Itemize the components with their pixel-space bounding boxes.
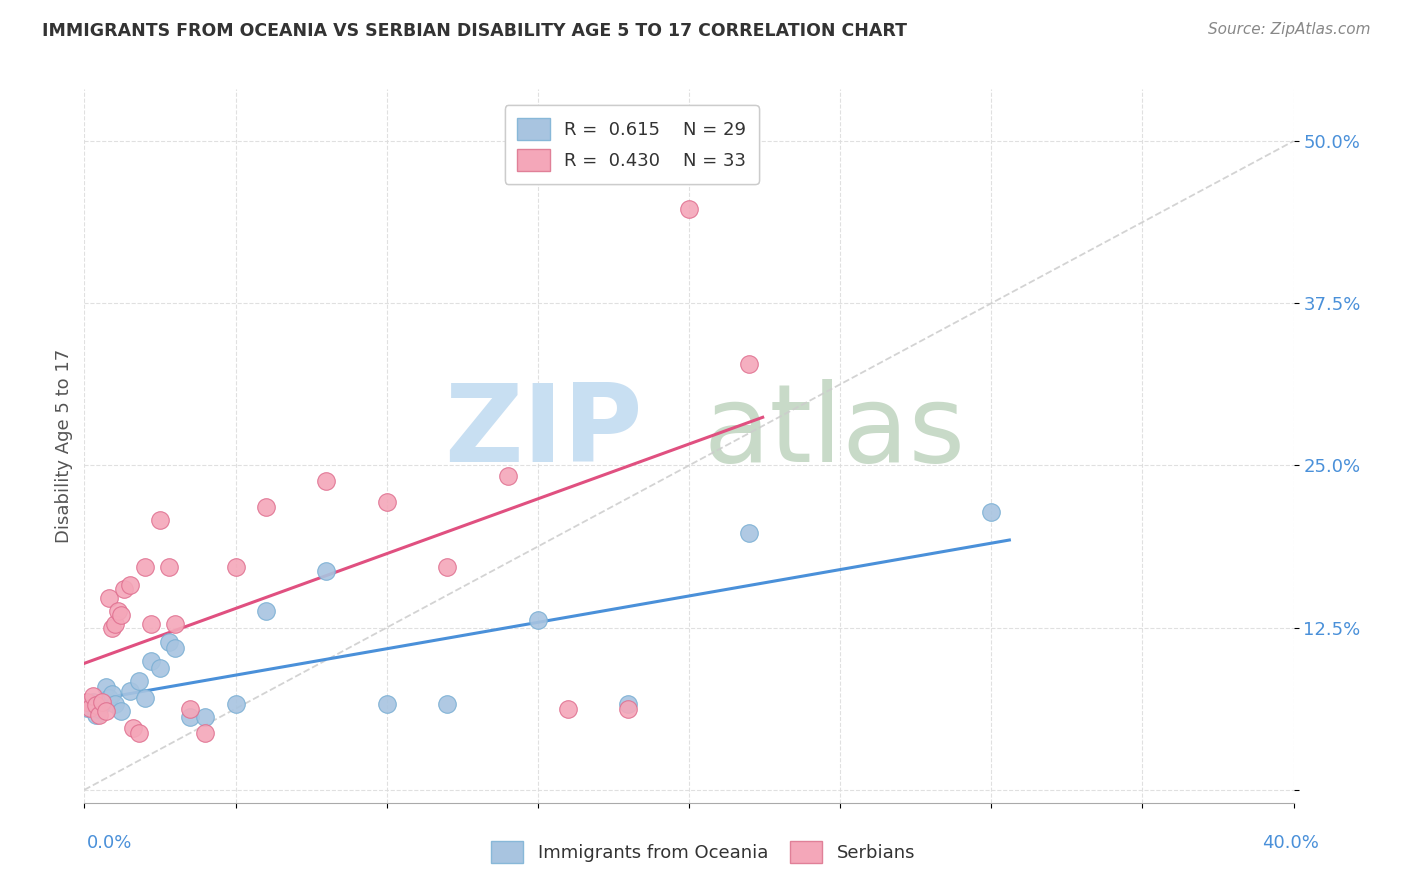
Point [76, 701, 98, 715]
Point [149, 513, 172, 527]
Point [91, 695, 114, 709]
Point [91, 697, 114, 711]
Point [254, 500, 277, 514]
Point [157, 559, 180, 574]
Point [738, 525, 761, 540]
Point [79, 701, 101, 715]
Point [738, 357, 761, 371]
Point [94, 704, 117, 718]
Y-axis label: Disability Age 5 to 17: Disability Age 5 to 17 [55, 349, 73, 543]
Text: 40.0%: 40.0% [1263, 834, 1319, 852]
Text: IMMIGRANTS FROM OCEANIA VS SERBIAN DISABILITY AGE 5 TO 17 CORRELATION CHART: IMMIGRANTS FROM OCEANIA VS SERBIAN DISAB… [42, 22, 907, 40]
Point [225, 559, 247, 574]
Point [617, 697, 640, 711]
Point [157, 635, 180, 649]
Point [76, 695, 98, 709]
Point [194, 725, 217, 739]
Point [97, 591, 120, 605]
Point [97, 690, 120, 705]
Point [139, 654, 162, 668]
Point [617, 702, 640, 716]
Point [107, 604, 129, 618]
Point [678, 202, 700, 216]
Point [100, 621, 122, 635]
Point [89, 702, 111, 716]
Point [254, 604, 277, 618]
Point [436, 697, 458, 711]
Point [134, 559, 156, 574]
Text: 0.0%: 0.0% [87, 834, 132, 852]
Point [100, 687, 122, 701]
Point [496, 468, 519, 483]
Point [118, 684, 141, 698]
Point [163, 616, 186, 631]
Point [104, 697, 127, 711]
Point [110, 704, 132, 718]
Text: Source: ZipAtlas.com: Source: ZipAtlas.com [1208, 22, 1371, 37]
Point [118, 578, 141, 592]
Point [436, 559, 458, 574]
Point [375, 495, 398, 509]
Point [82, 695, 104, 709]
Point [112, 582, 135, 596]
Point [179, 710, 201, 724]
Point [86, 707, 108, 722]
Point [128, 673, 150, 688]
Point [86, 698, 108, 713]
Point [375, 697, 398, 711]
Point [315, 564, 337, 578]
Point [194, 710, 217, 724]
Point [225, 697, 247, 711]
Point [163, 641, 186, 656]
Legend: R =  0.615    N = 29, R =  0.430    N = 33: R = 0.615 N = 29, R = 0.430 N = 33 [505, 105, 759, 184]
Point [110, 607, 132, 622]
Point [149, 661, 172, 675]
Point [139, 616, 162, 631]
Point [179, 702, 201, 716]
Point [104, 616, 127, 631]
Point [94, 681, 117, 695]
Text: atlas: atlas [703, 379, 965, 484]
Point [557, 702, 579, 716]
Point [79, 696, 101, 710]
Point [134, 690, 156, 705]
Point [526, 613, 548, 627]
Point [980, 505, 1002, 519]
Point [121, 721, 143, 735]
Point [89, 707, 111, 722]
Text: ZIP: ZIP [444, 379, 643, 484]
Legend: Immigrants from Oceania, Serbians: Immigrants from Oceania, Serbians [479, 830, 927, 874]
Point [315, 474, 337, 488]
Point [128, 725, 150, 739]
Point [82, 690, 104, 704]
